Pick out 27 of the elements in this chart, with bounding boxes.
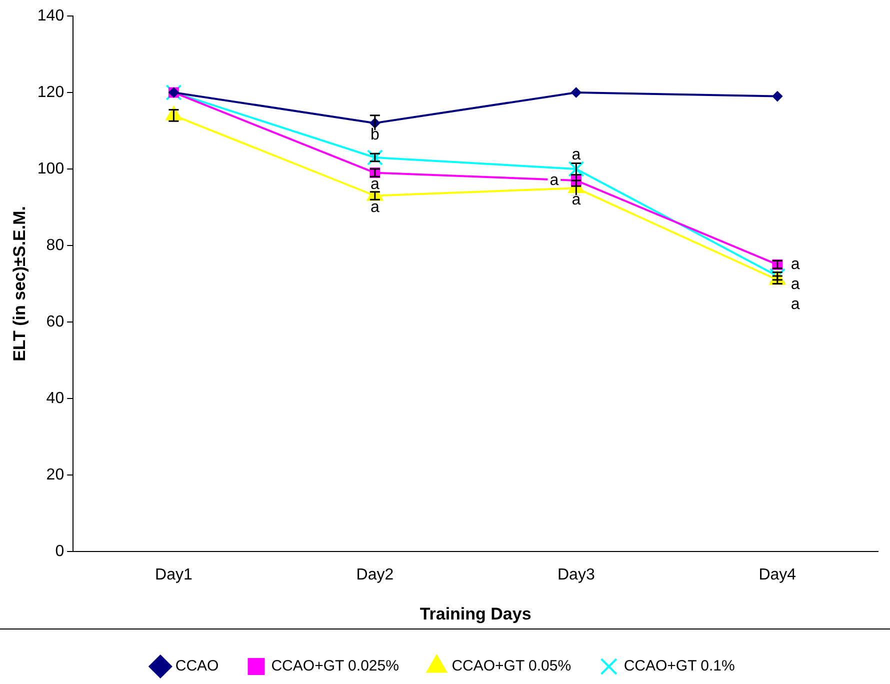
x-tick-label: Day1 xyxy=(155,566,192,584)
x-tick-label: Day4 xyxy=(758,566,796,584)
legend-label: CCAO xyxy=(175,658,219,675)
annotation: a xyxy=(370,199,380,216)
x-tick-label: Day2 xyxy=(356,566,394,584)
x-axis-title: Training Days xyxy=(420,604,532,624)
legend-label: CCAO+GT 0.05% xyxy=(452,658,572,675)
annotation: a xyxy=(550,172,559,189)
annotation: a xyxy=(370,176,380,194)
y-axis-title: ELT (in sec)±S.E.M. xyxy=(10,206,29,362)
annotation: a xyxy=(572,192,581,208)
annotation: a xyxy=(790,276,800,293)
y-tick-label: 120 xyxy=(37,84,64,101)
annotation: b xyxy=(370,126,380,144)
y-tick-label: 20 xyxy=(46,466,64,484)
annotation: a xyxy=(790,256,800,273)
y-tick-label: 80 xyxy=(46,236,64,254)
y-tick-label: 0 xyxy=(55,542,64,560)
y-tick-label: 40 xyxy=(46,390,64,407)
annotation: a xyxy=(572,146,581,164)
legend-label: CCAO+GT 0.025% xyxy=(271,658,399,675)
y-tick-label: 140 xyxy=(37,7,64,24)
annotation: a xyxy=(790,296,800,313)
x-tick-label: Day3 xyxy=(557,566,595,584)
legend-label: CCAO+GT 0.1% xyxy=(624,658,735,675)
y-tick-label: 60 xyxy=(46,313,64,330)
y-tick-label: 100 xyxy=(37,160,64,178)
